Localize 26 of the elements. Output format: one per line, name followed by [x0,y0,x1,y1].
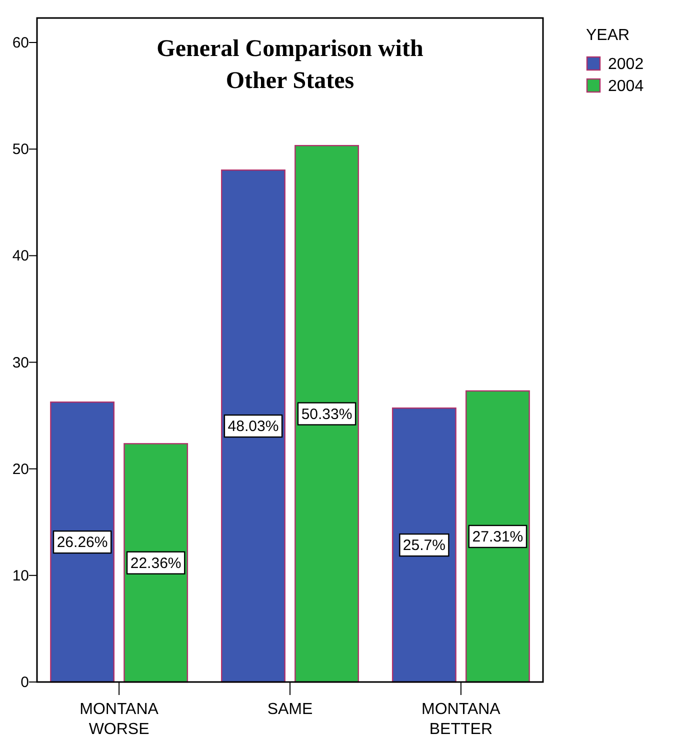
bar [392,407,456,683]
y-tick-label: 50 [12,141,29,158]
x-tick-label: SAME [267,701,313,718]
y-tick-label: 20 [12,460,29,478]
legend-label: 2002 [608,56,644,73]
data-label: 48.03% [228,418,279,436]
y-tick-label: 10 [12,567,29,584]
y-tick-label: 60 [12,34,29,52]
y-tick-label: 0 [20,674,29,691]
data-label: 22.36% [130,554,182,572]
y-tick-label: 30 [12,354,29,372]
bar [294,144,359,683]
bar [124,443,188,683]
x-tick-label: MONTANA WORSE [80,701,159,738]
text: General Comparison with Other States [156,36,424,94]
data-label: 25.7% [402,537,446,554]
bar [50,402,115,683]
bar [465,390,530,683]
data-label: 26.26% [56,534,108,552]
y-tick-label: 40 [12,248,29,265]
x-tick-label: MONTANA BETTER [422,701,501,738]
data-label: 50.33% [301,406,352,423]
data-label: 27.31% [472,528,524,546]
legend-label: 2004 [608,78,644,95]
legend-title: YEAR [586,27,630,44]
bar [221,169,286,683]
